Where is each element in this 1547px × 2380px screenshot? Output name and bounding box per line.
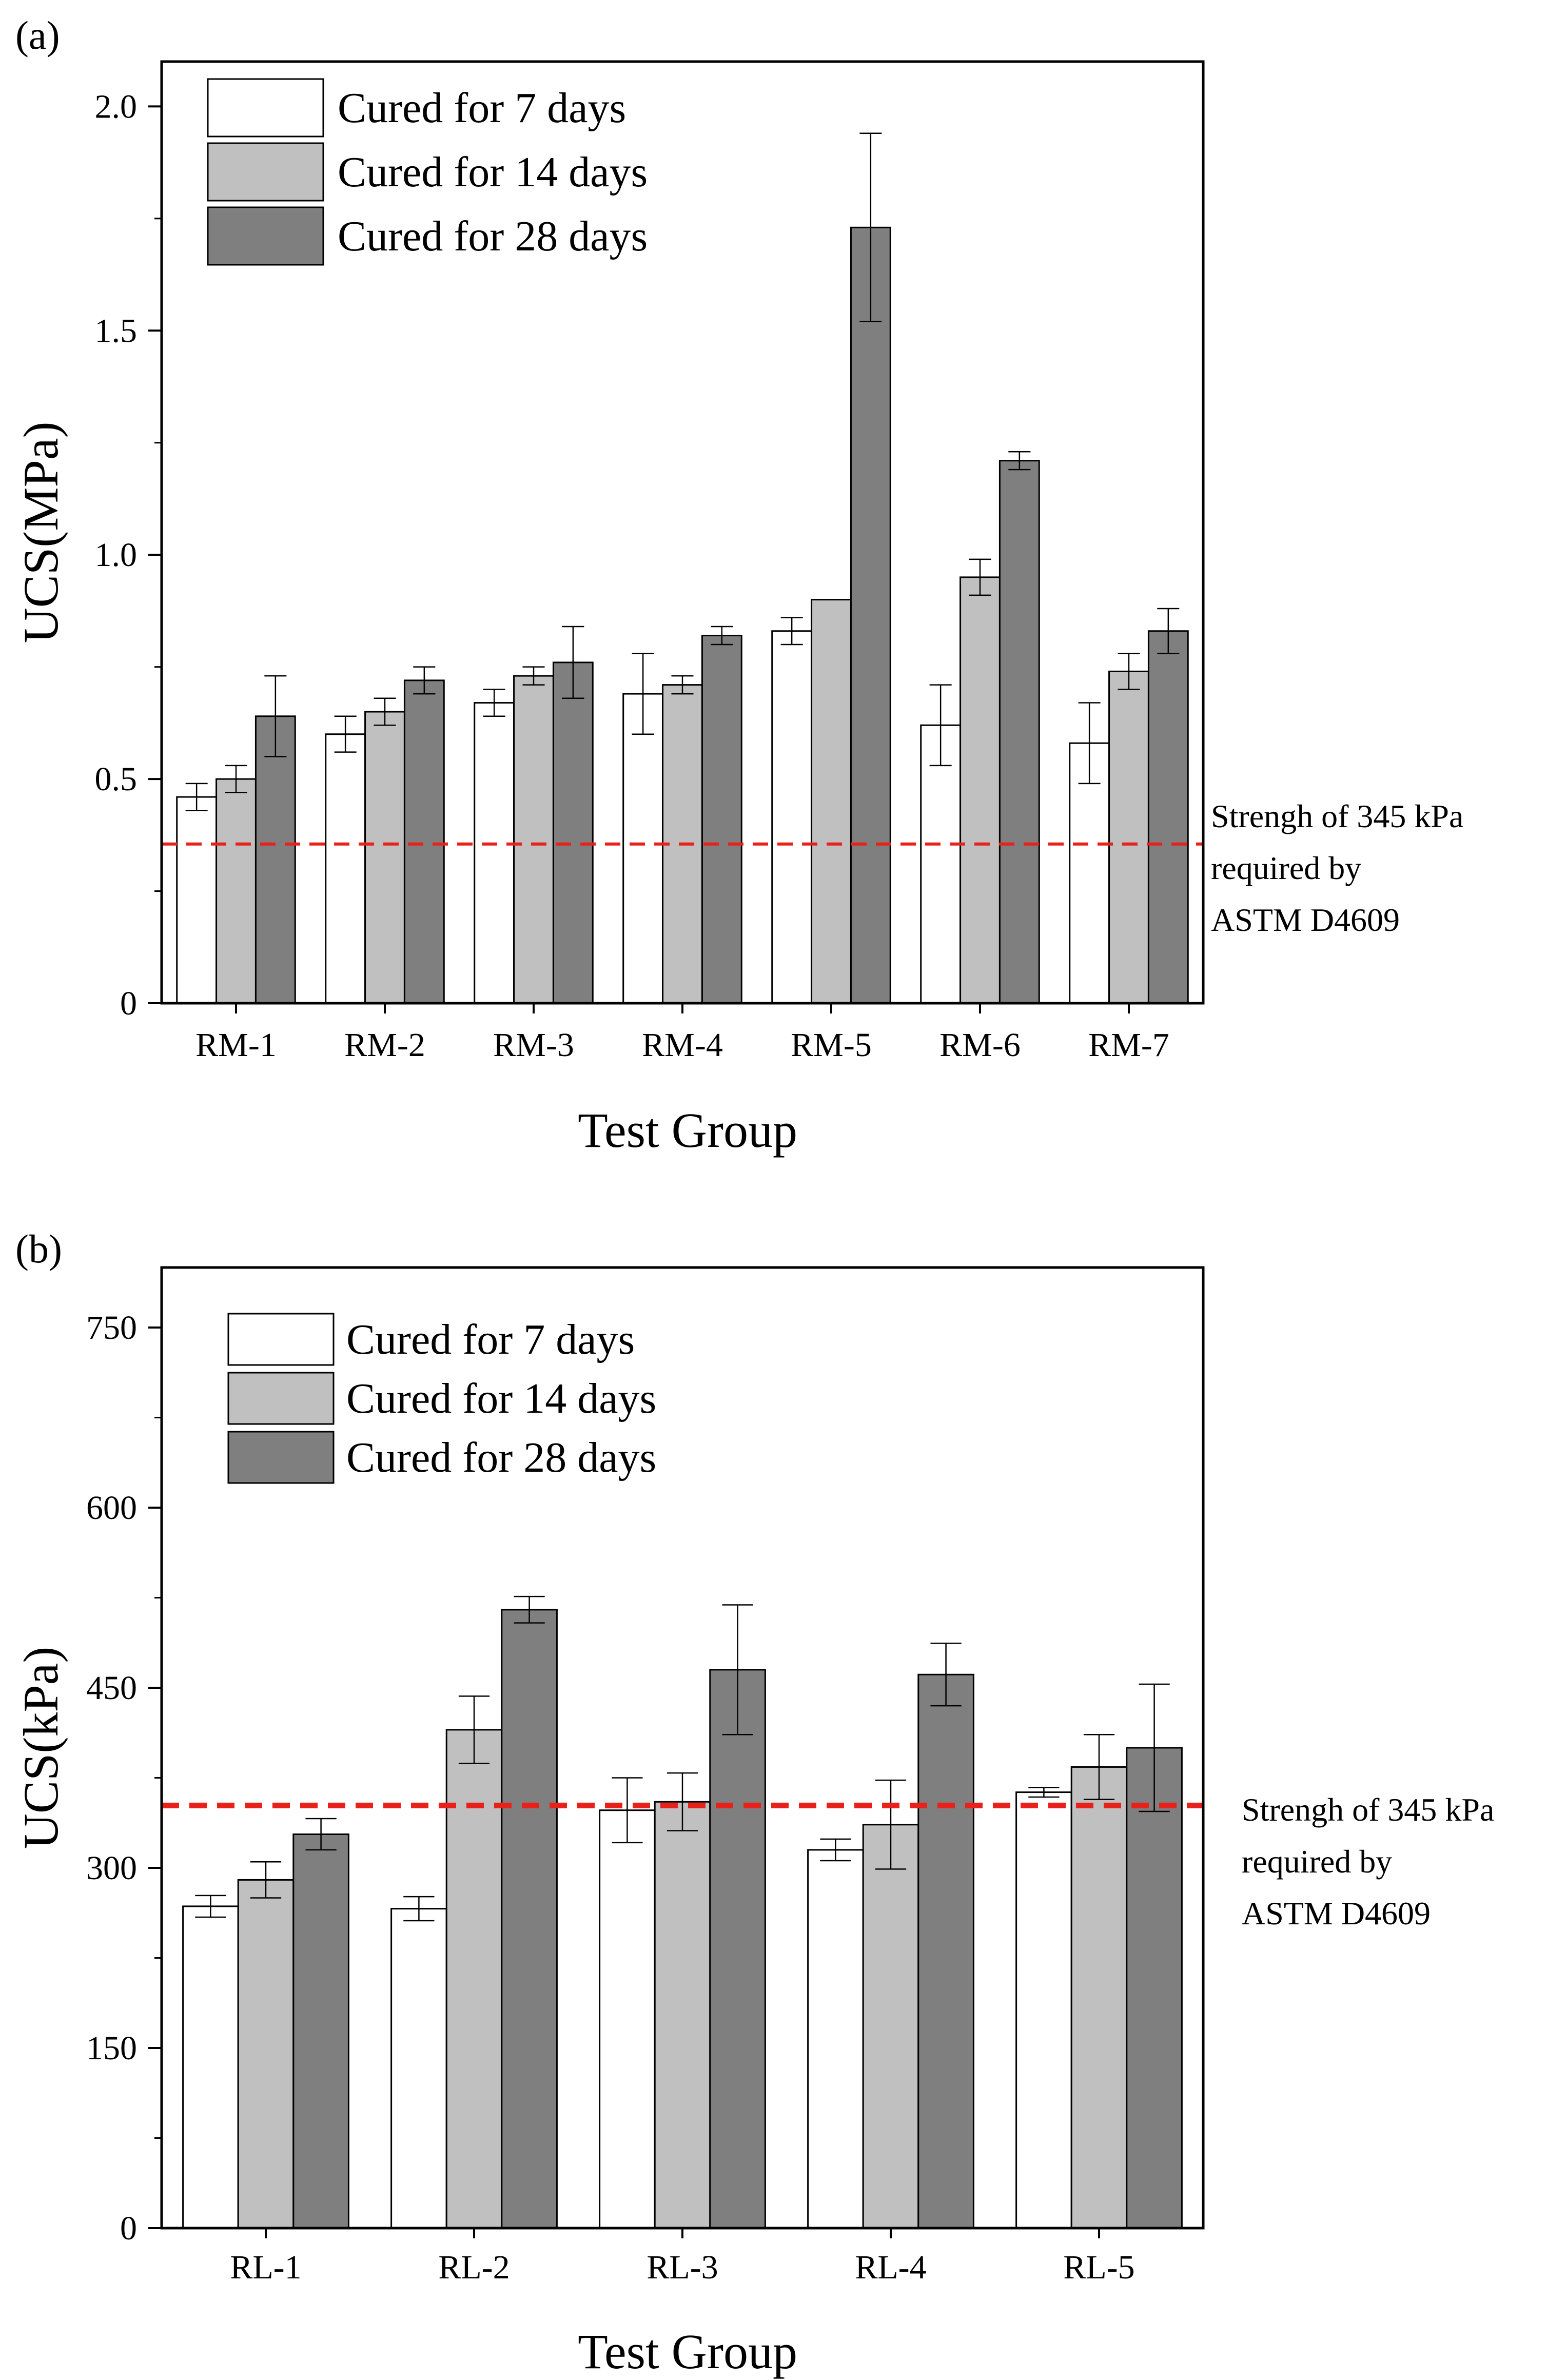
bar-rm-2-series-2 [364,711,405,1004]
bar-rl-4-series-1 [807,1849,864,2229]
legend-label: Cured for 7 days [338,84,626,132]
y-tick-label: 600 [86,1489,137,1527]
legend-swatch [227,1431,335,1484]
x-tick-label: RM-5 [791,1026,872,1064]
x-tick-label: RM-1 [195,1026,277,1064]
legend-swatch [207,142,324,202]
reference-label: ASTM D4609 [1242,1895,1431,1932]
legend-label: Cured for 14 days [338,148,648,196]
y-axis-title: UCS(kPa) [13,1647,68,1849]
bar-rl-5-series-2 [1070,1766,1128,2229]
bar-rl-2-series-3 [501,1609,558,2229]
legend-label: Cured for 7 days [346,1316,635,1363]
bar-rm-5-series-3 [850,226,891,1004]
legend-label: Cured for 14 days [346,1375,656,1422]
y-tick-label: 0 [120,2210,137,2247]
bar-rm-6-series-1 [920,724,962,1004]
bar-rl-1-series-2 [237,1879,295,2229]
legend-swatch [207,78,324,138]
plot-frame [160,1266,1205,2230]
x-axis-title: Test Group [578,2324,797,2379]
y-tick-label: 1.0 [95,536,138,574]
y-tick-label: 1.5 [95,312,138,349]
bar-rl-3-series-3 [709,1669,766,2229]
x-tick-label: RL-5 [1063,2249,1134,2286]
reference-label: ASTM D4609 [1211,902,1400,938]
bar-rm-3-series-3 [552,661,594,1004]
bar-rm-3-series-2 [513,675,554,1004]
bar-rm-7-series-3 [1147,630,1189,1004]
y-tick-label: 2.0 [95,88,138,125]
reference-label: Strengh of 345 kPa [1242,1791,1494,1828]
reference-label: required by [1242,1843,1392,1880]
x-tick-label: RM-3 [493,1026,574,1064]
legend-label: Cured for 28 days [338,212,648,260]
reference-label: required by [1211,850,1361,886]
x-axis-title: Test Group [578,1103,797,1158]
y-tick-label: 450 [86,1669,137,1707]
bar-rl-4-series-3 [917,1673,974,2229]
bar-rm-5-series-1 [771,630,813,1004]
chart-panel-a: (a) RM-1 RM-2 RM-3 RM-4 RM-5 RM-6 RM-7 Strengh o… [13,13,1463,1158]
x-tick-label: RM-4 [642,1026,723,1064]
bar-rl-3-series-2 [654,1801,711,2229]
bar-rm-1-series-3 [254,715,296,1004]
bar-rl-5-series-1 [1015,1791,1072,2229]
bar-rm-2-series-3 [403,679,445,1004]
legend-swatch [227,1372,335,1425]
x-tick-label: RM-7 [1088,1026,1169,1064]
x-tick-label: RL-1 [230,2249,301,2286]
bar-rl-3-series-1 [599,1809,656,2229]
x-tick-label: RM-2 [344,1026,425,1064]
bar-rm-4-series-1 [622,693,664,1004]
bar-rl-1-series-1 [182,1905,239,2229]
x-tick-label: RL-2 [438,2249,510,2286]
bar-rl-5-series-3 [1126,1747,1183,2229]
bar-rl-2-series-2 [445,1729,503,2229]
y-tick-label: 300 [86,1849,137,1887]
plot-frame [160,60,1205,1005]
bar-rm-2-series-1 [325,733,366,1004]
legend-swatch [227,1313,335,1366]
y-tick-label: 750 [86,1309,137,1347]
y-tick-label: 0.5 [95,760,138,798]
bar-rm-5-series-2 [811,599,852,1004]
legend-swatch [207,206,324,266]
bar-rm-6-series-2 [959,576,1001,1004]
bar-rm-6-series-3 [998,460,1040,1004]
bar-rm-4-series-3 [701,634,742,1004]
reference-label: Strengh of 345 kPa [1211,798,1463,834]
legend-label: Cured for 28 days [346,1434,656,1481]
panel-label: (b) [15,1226,62,1271]
x-tick-label: RL-3 [647,2249,718,2286]
x-tick-label: RM-6 [939,1026,1021,1064]
bar-rm-1-series-1 [176,796,218,1004]
bar-rm-7-series-2 [1108,670,1149,1004]
x-tick-label: RL-4 [855,2249,926,2286]
y-tick-label: 150 [86,2030,137,2067]
chart-panel-b: (b) RL-1 RL-2 RL-3 RL-4 RL-5 Strengh of 345 kP… [13,1226,1494,2379]
bar-rl-1-series-3 [292,1833,349,2229]
bar-rm-1-series-2 [216,778,257,1004]
y-tick-label: 0 [120,985,137,1022]
y-axis-title: UCS(MPa) [13,421,68,643]
bar-rl-2-series-1 [390,1908,447,2229]
panel-label: (a) [15,13,60,57]
bar-rm-3-series-1 [474,702,515,1004]
bar-rl-4-series-2 [862,1824,919,2229]
